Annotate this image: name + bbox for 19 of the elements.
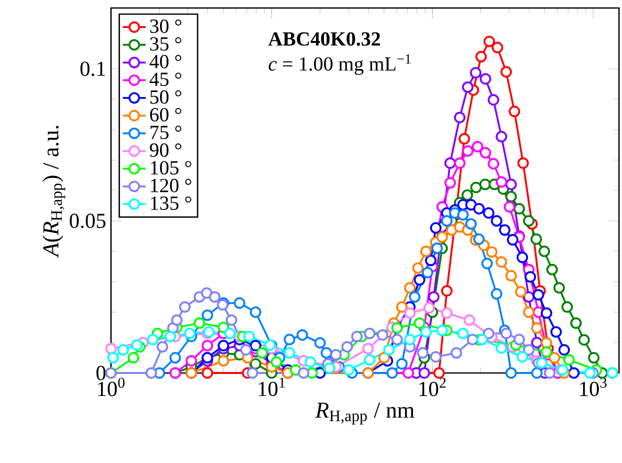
legend-label: 40 ° (150, 54, 182, 68)
legend-label: 105 ° (151, 161, 192, 175)
legend-label: 135 ° (151, 196, 192, 210)
y-tick-label: 0.1 (80, 62, 106, 76)
legend-label: 120 ° (151, 178, 192, 192)
x-axis-title: R$_{H,app}$ / nm (315, 402, 414, 424)
legend-label: 60 ° (150, 108, 182, 122)
legend-label: 35 ° (150, 37, 182, 51)
annotation: c = 1.00 mg mL$^{−1}$ (268, 54, 411, 75)
x-tick-label: 10$^{2}$ (420, 378, 446, 396)
legend-label: 90 ° (150, 143, 182, 157)
legend-label: 45 ° (150, 72, 182, 86)
legend-label: 50 ° (150, 90, 182, 104)
legend-label: 30 ° (150, 19, 182, 33)
y-tick-label: 0.05 (70, 214, 106, 228)
y-axis-title: A(R$_{H,app}$) / a.u. (42, 126, 66, 258)
annotation: ABC40K0.32 (268, 32, 380, 46)
x-tick-label: 10$^{1}$ (258, 378, 285, 396)
legend-label: 75 ° (150, 126, 182, 140)
